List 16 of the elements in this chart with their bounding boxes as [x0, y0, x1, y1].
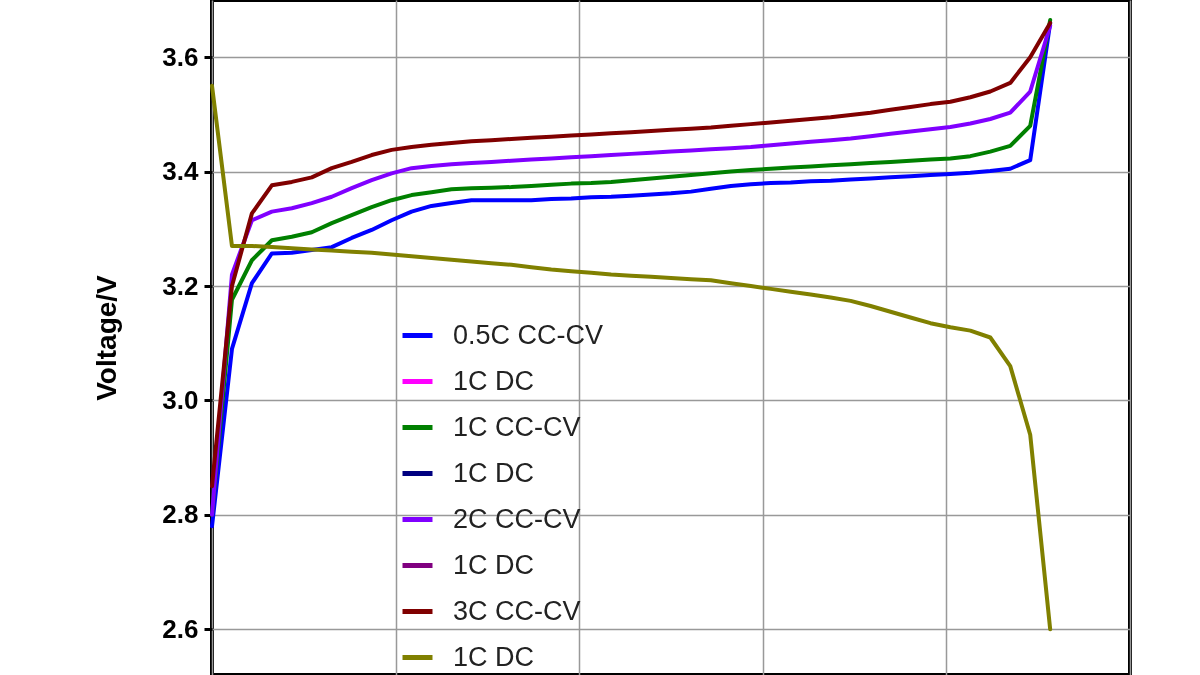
- legend-label: 1C DC: [453, 549, 535, 580]
- legend-label: 1C DC: [453, 641, 535, 672]
- line-series: [210, 83, 1053, 632]
- y-tick-label: 2.8: [162, 499, 199, 530]
- y-tick-label: 3.2: [162, 270, 199, 301]
- y-tick-label: 3.0: [162, 384, 199, 415]
- legend-label: 2C CC-CV: [453, 503, 581, 534]
- legend-label: 3C CC-CV: [453, 595, 581, 626]
- legend-label: 1C DC: [453, 365, 535, 396]
- y-axis-title: Voltage/V: [91, 274, 123, 401]
- y-tick-label: 3.4: [162, 156, 200, 187]
- y-tick-label: 3.6: [162, 41, 199, 72]
- legend-label: 1C DC: [453, 457, 535, 488]
- legend-label: 1C CC-CV: [453, 411, 581, 442]
- y-tick-label: 2.6: [162, 613, 199, 644]
- legend-label: 0.5C CC-CV: [453, 319, 604, 350]
